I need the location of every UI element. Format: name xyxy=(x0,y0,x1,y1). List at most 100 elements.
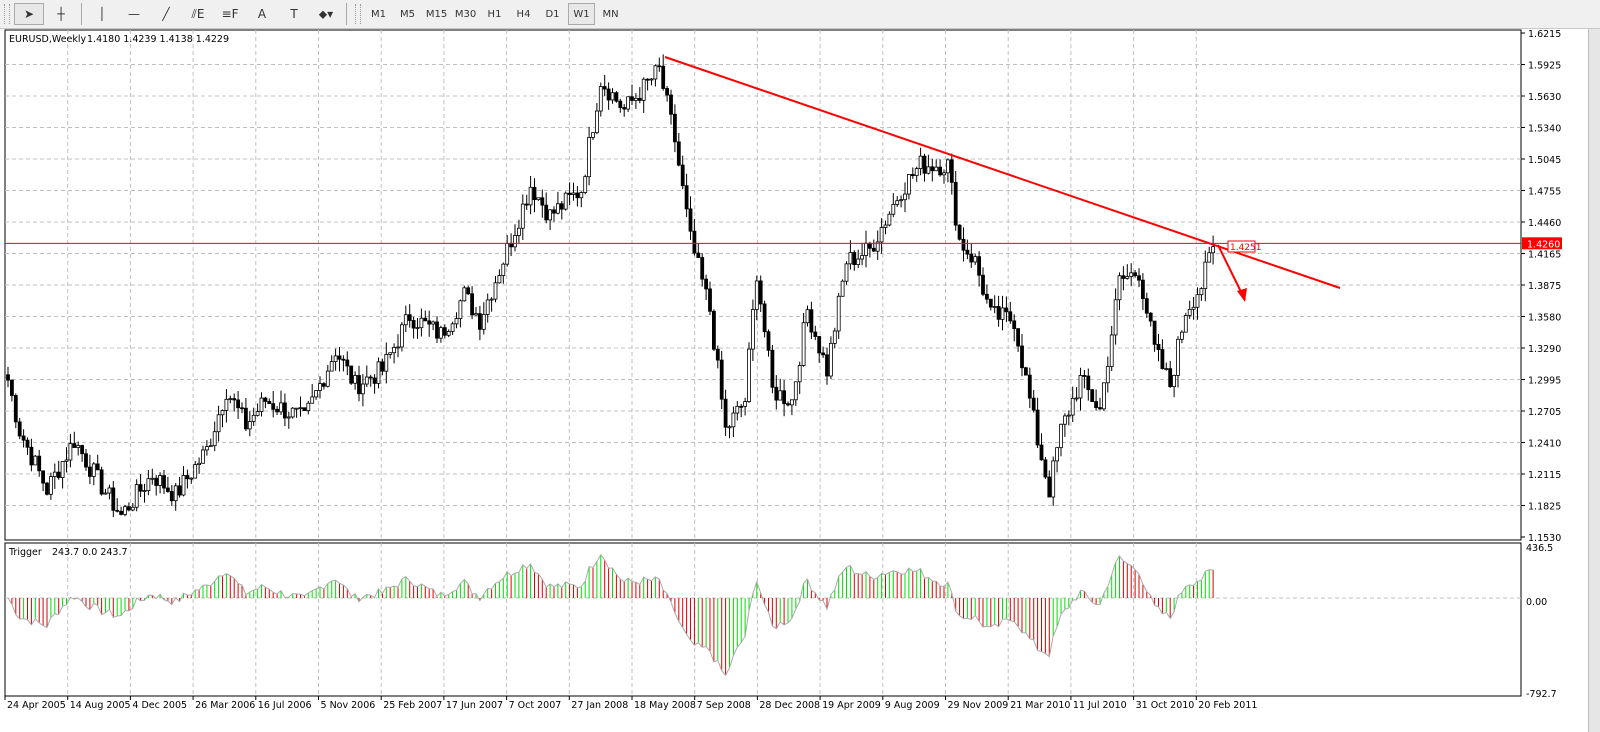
candle-body xyxy=(1152,320,1157,345)
candle xyxy=(76,441,81,456)
timeframe-d1-button[interactable]: D1 xyxy=(545,8,560,20)
candle xyxy=(204,440,209,456)
candle-body xyxy=(1176,338,1180,376)
candle-body xyxy=(1024,367,1028,376)
candle-body xyxy=(212,431,217,447)
candle xyxy=(782,380,786,417)
candle-body xyxy=(1125,276,1130,279)
candle xyxy=(345,351,350,376)
candle xyxy=(438,325,443,343)
fibonacci-tool-button[interactable]: ≡F xyxy=(215,3,245,25)
candle-body xyxy=(341,358,346,361)
candle-body xyxy=(637,97,642,101)
candle-body xyxy=(275,408,280,413)
timeframe-m15-button[interactable]: M15 xyxy=(425,8,448,20)
arrow-cursor-icon: ➤ xyxy=(23,7,35,21)
candle xyxy=(747,342,751,403)
candle xyxy=(1168,360,1173,388)
price-tick-label: 1.2115 xyxy=(1528,470,1561,481)
candle xyxy=(1203,250,1208,302)
candle xyxy=(930,158,935,182)
candle xyxy=(793,381,798,406)
text-tool-button[interactable]: A xyxy=(247,3,277,25)
candle xyxy=(1141,273,1145,311)
candle-body xyxy=(918,155,923,169)
candle xyxy=(1211,235,1215,265)
candle xyxy=(52,463,57,489)
price-tick-label: 1.3580 xyxy=(1528,313,1561,324)
timeframe-m5-button[interactable]: M5 xyxy=(400,8,415,20)
candle xyxy=(146,470,151,496)
vertical-line-tool-button[interactable]: │ xyxy=(87,3,117,25)
candle-body xyxy=(1098,407,1102,410)
timeframe-h4-button[interactable]: H4 xyxy=(516,8,531,20)
candle xyxy=(240,402,244,414)
candle-body xyxy=(485,299,490,315)
timeframe-h1-button[interactable]: H1 xyxy=(487,8,502,20)
candle-body xyxy=(922,155,927,174)
horizontal-line-tool-button[interactable]: — xyxy=(119,3,149,25)
candle xyxy=(559,201,564,220)
candle xyxy=(130,503,135,512)
candle xyxy=(907,174,911,200)
candle-body xyxy=(310,396,315,404)
candle-body xyxy=(548,209,552,221)
date-tick-label: 11 Jul 2010 xyxy=(1073,700,1127,711)
candle xyxy=(844,261,849,285)
toolbar-grip[interactable] xyxy=(4,4,10,24)
crosshair-tool-button[interactable]: ┼ xyxy=(46,3,76,25)
candle-body xyxy=(353,375,358,384)
candle xyxy=(934,159,939,172)
arrows-tool-button[interactable]: ⬥▾ xyxy=(311,3,341,25)
price-marker xyxy=(1522,237,1562,250)
candle-body xyxy=(380,361,385,372)
trendline-tool-button[interactable]: ╱ xyxy=(151,3,181,25)
candle-body xyxy=(56,471,61,478)
toolbar-grip[interactable] xyxy=(355,4,361,24)
candles xyxy=(6,54,1215,518)
candle-body xyxy=(1144,298,1149,314)
candle xyxy=(1074,387,1079,402)
candle-body xyxy=(879,227,884,243)
price-marker-label: 1.4260 xyxy=(1527,239,1560,250)
candle-body xyxy=(290,407,295,418)
candle xyxy=(914,166,919,182)
price-chart[interactable]: 24 Apr 2005 14 Aug 2005 4 Dec 2005 26 Mar 2… xyxy=(0,29,1588,732)
timeframe-m1-button[interactable]: M1 xyxy=(371,8,386,20)
candle xyxy=(739,403,744,418)
candle-body xyxy=(99,469,104,495)
candle-body xyxy=(107,487,112,494)
candle xyxy=(123,504,127,517)
candle-body xyxy=(271,403,276,410)
vertical-scrollbar[interactable] xyxy=(1588,29,1600,732)
candle-body xyxy=(236,399,241,409)
candle-body xyxy=(1074,397,1079,400)
price-tick-label: 1.4460 xyxy=(1528,218,1561,229)
candle-body xyxy=(298,407,303,410)
timeframe-m30-button[interactable]: M30 xyxy=(454,8,477,20)
candle xyxy=(298,396,303,417)
price-tick-label: 1.4755 xyxy=(1528,187,1561,198)
candle xyxy=(891,193,896,218)
equidistant-channel-tool-button[interactable]: ⫽E xyxy=(183,3,213,25)
candle-body xyxy=(513,235,517,248)
candle xyxy=(856,249,861,269)
candle xyxy=(279,390,283,415)
cursor-tool-button[interactable]: ➤ xyxy=(14,3,44,25)
candle xyxy=(325,364,330,388)
candle xyxy=(762,300,767,338)
candle-body xyxy=(243,407,248,430)
candle-body xyxy=(949,159,954,183)
candle xyxy=(224,389,229,423)
candle-body xyxy=(1004,307,1009,313)
candle xyxy=(871,239,876,252)
candle xyxy=(13,393,18,429)
timeframe-mn-button[interactable]: MN xyxy=(602,8,619,20)
timeframe-w1-button[interactable]: W1 xyxy=(568,3,595,25)
text-label-tool-button[interactable]: T xyxy=(279,3,309,25)
candle-body xyxy=(801,322,806,366)
candle xyxy=(1105,356,1110,393)
candle-body xyxy=(419,317,424,329)
candle-body xyxy=(805,309,810,324)
candle xyxy=(548,209,552,231)
